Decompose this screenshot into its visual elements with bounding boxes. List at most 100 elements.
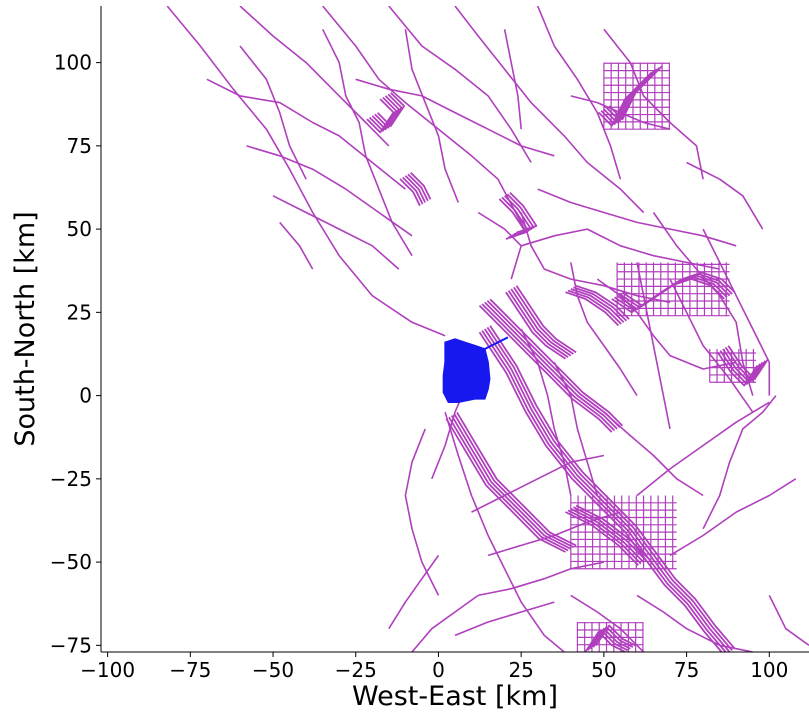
road-segment: [206, 78, 406, 190]
dense-road-segment: [515, 285, 577, 354]
dense-road-segment: [724, 346, 767, 382]
x-tick-label: 25: [508, 658, 533, 682]
dense-road-segment: [575, 504, 650, 560]
dense-road-segment: [573, 286, 628, 322]
y-tick-label: 100: [54, 51, 92, 75]
dense-road-segment: [410, 171, 432, 200]
y-tick-label: −75: [50, 633, 92, 657]
dense-road-segment: [489, 298, 624, 427]
x-tick-label: −75: [169, 658, 211, 682]
dense-road-segment: [565, 511, 639, 566]
road-segment: [411, 594, 479, 652]
road-segment: [603, 28, 704, 180]
road-segment: [388, 554, 440, 630]
dense-road-segment: [374, 93, 403, 129]
road-segment: [596, 278, 737, 370]
road-segment: [768, 595, 809, 646]
x-axis-label: West-East [km]: [352, 681, 558, 712]
dense-road-segment: [510, 288, 572, 357]
dense-road-segment: [448, 416, 569, 552]
road-segment: [471, 454, 605, 513]
dense-road-segment: [489, 325, 736, 650]
road-segment: [279, 221, 314, 270]
dense-road-segment: [478, 304, 613, 433]
dense-road-segment: [505, 291, 567, 360]
road-segment: [239, 45, 307, 180]
road-segment: [246, 145, 413, 237]
y-tick-label: 25: [67, 300, 92, 324]
road-segment: [536, 6, 622, 180]
road-segment: [322, 6, 526, 230]
highlighted-network-layer: [442, 336, 509, 404]
dense-road-segment: [376, 92, 406, 127]
highlighted-area: [442, 338, 491, 404]
road-network-layer: [166, 6, 809, 652]
road-segment: [478, 561, 605, 597]
dense-road-segment: [513, 286, 574, 355]
dense-road-segment: [368, 96, 398, 132]
axes: [100, 6, 809, 653]
dense-road-segment: [478, 331, 723, 652]
dense-road-segment: [575, 284, 630, 320]
dense-road-segment: [486, 326, 733, 651]
y-tick-label: 50: [67, 217, 92, 241]
dense-road-segment: [509, 191, 538, 234]
road-segment: [686, 161, 764, 230]
x-tick-label: −100: [80, 658, 135, 682]
dense-road-segment: [567, 289, 622, 325]
dense-road-segment: [402, 176, 424, 205]
dense-road-segment: [722, 348, 764, 384]
dense-road-segment: [565, 291, 620, 327]
road-segment: [503, 29, 522, 130]
road-segment: [388, 6, 532, 163]
x-axis-ticks: −100 −75 −50 −25 0 25 50 75 100: [80, 652, 788, 682]
road-segment: [570, 594, 645, 652]
dense-road-segment: [399, 178, 421, 207]
road-segment: [404, 29, 460, 203]
road-segment: [355, 78, 555, 157]
x-tick-label: 50: [591, 658, 616, 682]
dense-road-segment: [507, 290, 569, 358]
dense-road-segment: [404, 175, 427, 203]
highlighted-road-segment: [484, 336, 509, 350]
road-segment: [239, 6, 390, 147]
dense-road-segment: [481, 303, 616, 432]
x-tick-label: 75: [674, 658, 699, 682]
road-segment: [404, 428, 440, 596]
dense-road-segment: [484, 328, 731, 652]
y-tick-label: −25: [50, 467, 92, 491]
x-tick-label: 0: [432, 658, 445, 682]
y-tick-label: 75: [67, 134, 92, 158]
dense-road-segment: [407, 173, 429, 202]
dense-road-segment: [453, 413, 574, 549]
road-segment: [166, 6, 446, 337]
dense-road-segment: [589, 627, 631, 650]
road-segment: [636, 401, 770, 497]
road-segment: [454, 6, 645, 214]
x-tick-label: 100: [750, 658, 788, 682]
y-axis-label: South-North [km]: [10, 211, 41, 446]
road-segment: [477, 211, 523, 280]
road-segment: [636, 262, 671, 430]
road-segment: [520, 212, 671, 304]
y-axis-ticks: −75 −50 −25 0 25 50 75 100: [50, 51, 101, 657]
dense-road-segment: [450, 415, 572, 550]
dense-road-segment: [456, 411, 577, 547]
road-segment: [652, 212, 754, 396]
dense-road-segment: [727, 345, 769, 381]
x-tick-label: −25: [335, 658, 377, 682]
dense-road-segment: [371, 95, 400, 131]
road-segment: [272, 195, 400, 270]
road-segment: [321, 28, 413, 257]
dense-road-segment: [595, 624, 637, 647]
road-segment: [669, 478, 797, 557]
road-segment: [702, 395, 777, 530]
road-segment: [520, 228, 720, 270]
dense-road-segment: [486, 300, 621, 428]
road-segment: [454, 601, 555, 637]
dense-road-segment: [484, 301, 618, 430]
road-segment: [603, 411, 704, 497]
y-tick-label: −50: [50, 550, 92, 574]
y-tick-label: 0: [79, 384, 92, 408]
